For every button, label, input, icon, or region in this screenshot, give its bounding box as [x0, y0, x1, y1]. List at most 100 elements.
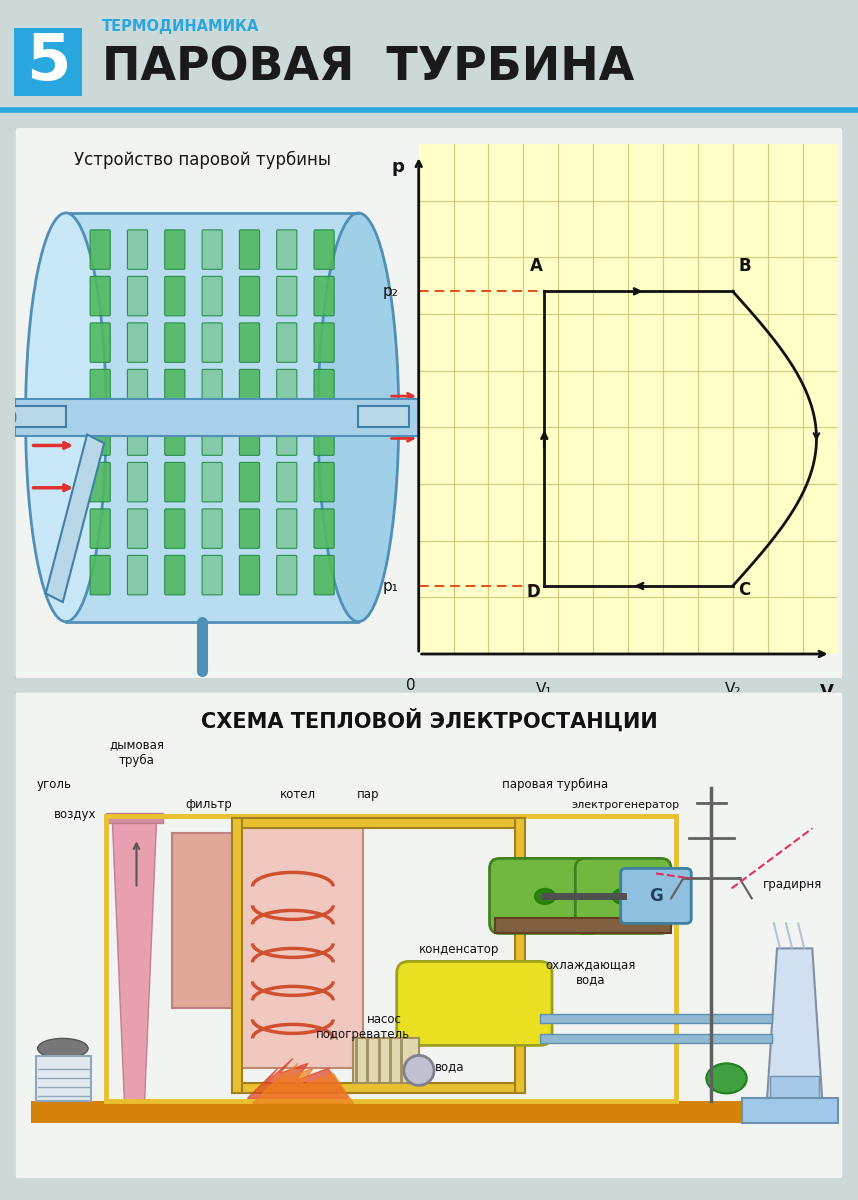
- Text: p₂: p₂: [383, 284, 399, 299]
- Text: охлаждающая
вода: охлаждающая вода: [545, 959, 636, 986]
- FancyBboxPatch shape: [202, 509, 222, 548]
- FancyBboxPatch shape: [314, 556, 334, 595]
- FancyBboxPatch shape: [575, 858, 671, 934]
- FancyBboxPatch shape: [165, 416, 185, 455]
- FancyBboxPatch shape: [165, 556, 185, 595]
- Text: насос: насос: [367, 1013, 402, 1026]
- Bar: [31, 1102, 822, 1123]
- Ellipse shape: [706, 1063, 746, 1093]
- Polygon shape: [767, 948, 822, 1102]
- Ellipse shape: [38, 1038, 88, 1058]
- Ellipse shape: [613, 889, 632, 904]
- FancyBboxPatch shape: [127, 370, 148, 409]
- Text: p: p: [391, 158, 404, 176]
- Text: 0: 0: [406, 678, 415, 694]
- Polygon shape: [112, 818, 157, 1102]
- FancyBboxPatch shape: [202, 370, 222, 409]
- FancyBboxPatch shape: [239, 276, 259, 316]
- Text: B: B: [739, 257, 751, 275]
- Text: C: C: [739, 581, 751, 599]
- Text: конденсатор: конденсатор: [419, 943, 499, 956]
- Bar: [540, 1014, 772, 1024]
- Ellipse shape: [0, 407, 15, 428]
- FancyBboxPatch shape: [202, 416, 222, 455]
- Bar: [36, 1056, 91, 1102]
- FancyBboxPatch shape: [165, 276, 185, 316]
- FancyBboxPatch shape: [90, 230, 111, 269]
- Bar: [359, 406, 408, 427]
- FancyBboxPatch shape: [314, 323, 334, 362]
- Bar: [233, 818, 525, 828]
- Text: паровая турбина: паровая турбина: [502, 779, 608, 792]
- FancyBboxPatch shape: [239, 416, 259, 455]
- Bar: [233, 818, 243, 1093]
- Ellipse shape: [318, 212, 399, 622]
- FancyBboxPatch shape: [314, 230, 334, 269]
- Text: Устройство паровой турбины: Устройство паровой турбины: [74, 150, 330, 168]
- Text: D: D: [527, 583, 541, 601]
- FancyBboxPatch shape: [276, 462, 297, 502]
- Ellipse shape: [404, 1056, 434, 1085]
- Polygon shape: [247, 1058, 348, 1098]
- Bar: [15, 398, 419, 436]
- Bar: [233, 828, 364, 1068]
- FancyBboxPatch shape: [276, 370, 297, 409]
- Bar: [494, 918, 671, 934]
- FancyBboxPatch shape: [276, 509, 297, 548]
- Polygon shape: [252, 1063, 353, 1104]
- Text: G: G: [649, 888, 663, 905]
- FancyBboxPatch shape: [127, 509, 148, 548]
- FancyBboxPatch shape: [239, 230, 259, 269]
- Text: Цикл паровой турбины: Цикл паровой турбины: [520, 150, 722, 168]
- FancyBboxPatch shape: [127, 230, 148, 269]
- Text: воздух: воздух: [54, 809, 96, 821]
- Text: V₂: V₂: [724, 682, 741, 697]
- Bar: [233, 1084, 525, 1093]
- FancyBboxPatch shape: [90, 462, 111, 502]
- Text: V: V: [820, 683, 834, 701]
- FancyBboxPatch shape: [15, 691, 843, 1180]
- FancyBboxPatch shape: [276, 416, 297, 455]
- FancyBboxPatch shape: [202, 230, 222, 269]
- FancyBboxPatch shape: [165, 509, 185, 548]
- Text: уголь: уголь: [36, 779, 71, 792]
- Bar: [540, 1034, 772, 1043]
- FancyBboxPatch shape: [127, 462, 148, 502]
- FancyBboxPatch shape: [620, 869, 692, 924]
- FancyBboxPatch shape: [314, 416, 334, 455]
- FancyBboxPatch shape: [396, 961, 552, 1045]
- FancyBboxPatch shape: [90, 556, 111, 595]
- FancyBboxPatch shape: [314, 509, 334, 548]
- Text: градирня: градирня: [763, 878, 822, 892]
- FancyBboxPatch shape: [15, 127, 843, 679]
- FancyBboxPatch shape: [314, 370, 334, 409]
- FancyBboxPatch shape: [90, 416, 111, 455]
- FancyBboxPatch shape: [165, 370, 185, 409]
- FancyBboxPatch shape: [239, 556, 259, 595]
- Text: p₁: p₁: [383, 578, 399, 594]
- Ellipse shape: [26, 212, 106, 622]
- Text: дымовая
труба: дымовая труба: [109, 738, 164, 767]
- FancyBboxPatch shape: [239, 370, 259, 409]
- FancyBboxPatch shape: [90, 370, 111, 409]
- FancyBboxPatch shape: [239, 323, 259, 362]
- Bar: [741, 1098, 837, 1123]
- Text: V₁: V₁: [536, 682, 553, 697]
- Bar: [515, 818, 525, 1093]
- FancyBboxPatch shape: [127, 556, 148, 595]
- Text: вода: вода: [434, 1061, 464, 1073]
- Text: ТЕРМОДИНАМИКА: ТЕРМОДИНАМИКА: [102, 18, 259, 34]
- FancyBboxPatch shape: [490, 858, 601, 934]
- FancyBboxPatch shape: [276, 276, 297, 316]
- Bar: [770, 1076, 819, 1102]
- FancyBboxPatch shape: [202, 323, 222, 362]
- FancyBboxPatch shape: [276, 323, 297, 362]
- Polygon shape: [36, 1049, 91, 1102]
- FancyBboxPatch shape: [276, 230, 297, 269]
- Text: СХЕМА ТЕПЛОВОЙ ЭЛЕКТРОСТАНЦИИ: СХЕМА ТЕПЛОВОЙ ЭЛЕКТРОСТАНЦИИ: [201, 709, 657, 732]
- Text: фильтр: фильтр: [185, 798, 233, 811]
- FancyBboxPatch shape: [90, 276, 111, 316]
- FancyBboxPatch shape: [90, 323, 111, 362]
- FancyBboxPatch shape: [127, 416, 148, 455]
- Bar: [233, 818, 243, 1093]
